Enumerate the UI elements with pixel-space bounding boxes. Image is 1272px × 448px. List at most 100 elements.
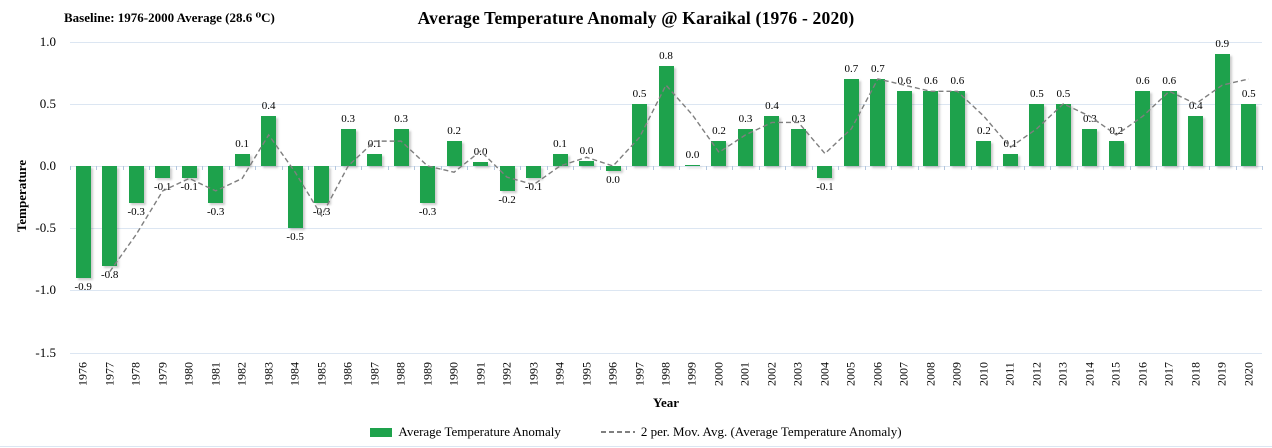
x-tick-label: 1983 [261, 362, 276, 386]
x-axis-tick [96, 166, 98, 170]
bar-2007 [896, 91, 912, 166]
bar-1979 [155, 166, 171, 179]
x-tick-label: 1980 [181, 362, 196, 386]
bar-value-label: 0.3 [791, 112, 806, 125]
x-tick-label: 1996 [605, 362, 620, 386]
x-axis-tick [811, 166, 813, 170]
x-tick-label: 1990 [446, 362, 461, 386]
x-tick-label: 2019 [1214, 362, 1229, 386]
bar-1976 [75, 166, 91, 278]
x-tick-label: 1995 [579, 362, 594, 386]
bar-1998 [658, 66, 674, 166]
bar-value-label: 0.3 [738, 112, 753, 125]
x-axis-tick [202, 166, 204, 170]
x-axis-tick [175, 166, 177, 170]
x-axis-tick [1050, 166, 1052, 170]
y-tick-label: -0.5 [35, 220, 56, 236]
x-tick-label: 2012 [1029, 362, 1044, 386]
x-axis-tick [361, 166, 363, 170]
bar-2000 [711, 141, 727, 166]
bar-1981 [208, 166, 224, 204]
bar-1997 [632, 103, 647, 166]
bar-value-label: 0.1 [367, 137, 382, 150]
bar-value-label: 0.4 [261, 100, 276, 113]
x-tick-label: 1977 [102, 362, 117, 386]
bar-2001 [737, 128, 753, 166]
x-tick-label: 1989 [420, 362, 435, 386]
bar-value-label: 0.7 [871, 62, 885, 75]
x-axis-tick [1156, 166, 1158, 170]
bar-1978 [128, 166, 144, 204]
bar-value-label: 0.1 [1003, 137, 1018, 150]
x-tick-label: 2001 [737, 362, 752, 386]
bar-2012 [1029, 103, 1045, 166]
bar-value-label: 0.4 [765, 100, 779, 113]
bar-value-label: 0.4 [1188, 100, 1203, 113]
gridline [70, 166, 1262, 167]
x-axis-tick [281, 166, 283, 170]
bar-1988 [393, 128, 409, 166]
x-axis-tick [1103, 166, 1105, 170]
bar-2009 [949, 91, 965, 166]
bar-value-label: -0.3 [206, 206, 225, 219]
x-axis-tick [1235, 166, 1237, 170]
bar-value-label: 0.0 [579, 145, 594, 158]
bar-value-label: 0.6 [1162, 75, 1177, 88]
x-tick-label: 2016 [1135, 362, 1150, 386]
x-axis-tick [334, 166, 336, 170]
x-tick-label: 2014 [1082, 362, 1097, 386]
bar-value-label: 0.2 [1109, 125, 1124, 138]
bar-value-label: 0.0 [473, 146, 488, 159]
x-tick-label: 1987 [367, 362, 382, 386]
x-tick-label: 1979 [155, 362, 170, 386]
bar-1980 [181, 166, 197, 179]
bar-value-label: -0.1 [180, 181, 198, 194]
x-axis-tick [599, 166, 601, 170]
x-axis-tick [387, 166, 389, 170]
bar-value-label: 0.7 [844, 62, 859, 75]
x-tick-label: 2009 [949, 362, 964, 386]
bar-value-label: 0.5 [1241, 87, 1256, 100]
legend-ma-label: 2 per. Mov. Avg. (Average Temperature An… [640, 424, 902, 439]
y-tick-label: -1.5 [35, 344, 56, 360]
x-axis-tick [1129, 166, 1131, 170]
x-axis-title: Year [653, 395, 679, 410]
bar-value-label: 0.5 [632, 87, 647, 100]
bar-2004 [817, 166, 833, 179]
x-axis-tick [1182, 166, 1184, 170]
x-axis-tick [1023, 166, 1025, 170]
x-tick-label: 1984 [287, 362, 302, 386]
bar-2017 [1161, 91, 1177, 166]
bar-2020 [1241, 103, 1257, 166]
y-tick-label: 0.0 [39, 158, 56, 173]
bar-value-label: -0.3 [127, 206, 145, 219]
bar-2014 [1082, 128, 1098, 166]
legend-bar-label: Average Temperature Anomaly [398, 424, 561, 439]
x-axis-tick [414, 166, 416, 170]
x-tick-label: 2005 [843, 362, 858, 386]
x-tick-label: 1994 [552, 362, 567, 386]
bar-value-label: -0.9 [74, 280, 92, 293]
x-tick-label: 2006 [870, 362, 885, 386]
bar-value-label: 0.3 [341, 112, 355, 125]
bar-value-label: 0.5 [1056, 87, 1071, 100]
bar-1989 [420, 166, 436, 204]
bar-value-label: 0.3 [1082, 112, 1097, 125]
x-axis-tick [705, 166, 707, 170]
x-tick-label: 2004 [817, 362, 832, 386]
x-tick-label: 2010 [976, 362, 991, 386]
x-axis-tick [970, 166, 972, 170]
bar-value-label: -0.1 [524, 181, 543, 194]
bar-1987 [367, 153, 383, 166]
x-axis-tick [573, 166, 575, 170]
bar-value-label: 0.9 [1215, 38, 1230, 51]
bar-1993 [526, 166, 542, 179]
x-axis-tick [546, 166, 548, 170]
x-axis-tick [652, 166, 654, 170]
bar-value-label: -0.3 [312, 206, 331, 219]
x-tick-label: 1999 [684, 362, 699, 386]
x-axis-tick [997, 166, 999, 170]
x-axis-tick [758, 166, 760, 170]
x-axis-tick [467, 166, 469, 170]
